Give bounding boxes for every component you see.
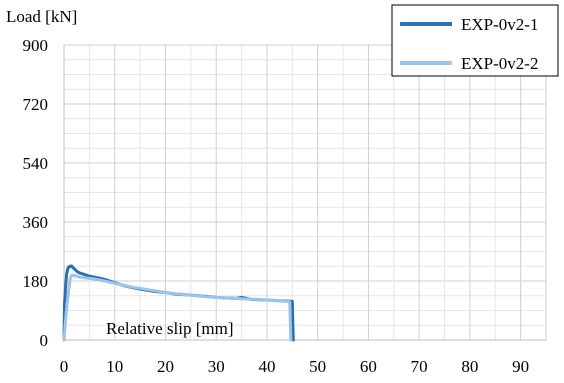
x-tick-label: 10 [106, 357, 123, 376]
legend-label-exp-0v2-1: EXP-0v2-1 [461, 15, 538, 34]
y-tick-label: 0 [40, 331, 49, 350]
ticks-layer: 0 180 360 540 720 900 0 10 20 30 40 50 60 70 80 90 [23, 36, 530, 376]
y-tick-label: 720 [23, 95, 49, 114]
legend: EXP-0v2-1 EXP-0v2-2 [391, 4, 559, 77]
x-tick-label: 20 [157, 357, 174, 376]
grid-layer [64, 44, 547, 340]
y-tick-label: 900 [23, 36, 49, 55]
x-tick-label: 50 [309, 357, 326, 376]
legend-label-exp-0v2-2: EXP-0v2-2 [461, 54, 538, 73]
x-tick-label: 90 [512, 357, 529, 376]
x-tick-label: 60 [360, 357, 377, 376]
y-tick-label: 180 [23, 272, 49, 291]
y-tick-label: 360 [23, 213, 49, 232]
series-layer [62, 264, 295, 342]
y-axis-title: Load [kN] [6, 7, 77, 26]
x-tick-label: 40 [258, 357, 275, 376]
x-tick-label: 70 [411, 357, 428, 376]
x-tick-label: 80 [461, 357, 478, 376]
x-axis-title: Relative slip [mm] [106, 319, 233, 338]
x-tick-label: 0 [60, 357, 69, 376]
x-tick-label: 30 [208, 357, 225, 376]
y-tick-label: 540 [23, 154, 49, 173]
series-line-exp-0v2-2 [62, 273, 293, 342]
